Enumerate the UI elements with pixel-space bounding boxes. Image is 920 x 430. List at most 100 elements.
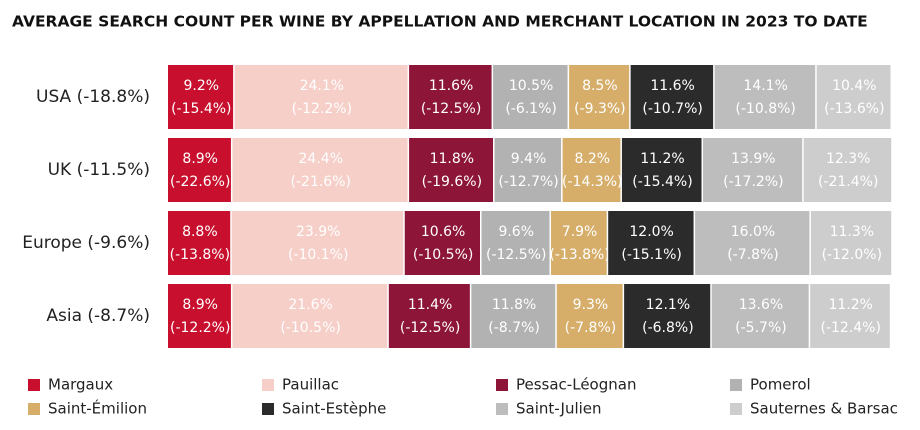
bar-segment xyxy=(550,211,607,275)
bar-segment xyxy=(816,65,891,129)
value-label: 21.6% xyxy=(288,297,332,313)
value-label: 10.4% xyxy=(832,78,876,94)
change-label: (-21.6%) xyxy=(291,174,351,190)
legend-swatch xyxy=(262,403,274,415)
change-label: (-12.2%) xyxy=(292,101,352,117)
bar-segment xyxy=(714,65,816,129)
bar-segment xyxy=(404,211,480,275)
value-label: 11.2% xyxy=(828,297,872,313)
value-label: 11.6% xyxy=(429,78,473,94)
legend-swatch xyxy=(730,379,742,391)
legend-swatch xyxy=(262,379,274,391)
value-label: 14.1% xyxy=(743,78,787,94)
value-label: 8.9% xyxy=(182,297,218,313)
value-label: 16.0% xyxy=(731,224,775,240)
change-label: (-13.8%) xyxy=(549,247,609,263)
change-label: (-6.1%) xyxy=(505,101,557,117)
bar-segment xyxy=(562,138,621,202)
bar-segment xyxy=(168,211,231,275)
change-label: (-12.0%) xyxy=(822,247,882,263)
value-label: 24.4% xyxy=(299,151,343,167)
value-label: 13.6% xyxy=(739,297,783,313)
value-label: 11.6% xyxy=(650,78,694,94)
change-label: (-21.4%) xyxy=(818,174,878,190)
change-label: (-10.5%) xyxy=(280,320,340,336)
value-label: 10.6% xyxy=(421,224,465,240)
change-label: (-6.8%) xyxy=(642,320,694,336)
value-label: 9.4% xyxy=(511,151,547,167)
change-label: (-7.8%) xyxy=(727,247,779,263)
legend-label: Saint-Estèphe xyxy=(282,400,386,418)
change-label: (-22.6%) xyxy=(170,174,230,190)
value-label: 11.2% xyxy=(640,151,684,167)
bar-segment xyxy=(556,284,623,348)
bar-segment xyxy=(481,211,550,275)
legend-swatch xyxy=(496,403,508,415)
bar-segment xyxy=(703,138,803,202)
bar-segment xyxy=(608,211,694,275)
bar-segment xyxy=(810,284,890,348)
change-label: (-12.4%) xyxy=(821,320,881,336)
bar-segment xyxy=(810,211,892,275)
bar-segment xyxy=(168,284,231,348)
bar-segment xyxy=(409,65,492,129)
legend-label: Saint-Émilion xyxy=(48,399,147,418)
legend-label: Pauillac xyxy=(282,376,339,394)
change-label: (-12.5%) xyxy=(486,247,546,263)
change-label: (-12.7%) xyxy=(498,174,558,190)
change-label: (-15.1%) xyxy=(621,247,681,263)
change-label: (-14.3%) xyxy=(562,174,622,190)
legend-label: Pomerol xyxy=(750,376,811,394)
legend-swatch xyxy=(28,379,40,391)
change-label: (-10.7%) xyxy=(642,101,702,117)
category-label: UK (-11.5%) xyxy=(48,160,150,180)
legend-swatch xyxy=(496,379,508,391)
value-label: 12.1% xyxy=(646,297,690,313)
value-label: 11.8% xyxy=(492,297,536,313)
change-label: (-10.5%) xyxy=(413,247,473,263)
change-label: (-12.5%) xyxy=(421,101,481,117)
change-label: (-12.5%) xyxy=(400,320,460,336)
value-label: 11.8% xyxy=(430,151,474,167)
bar-segment xyxy=(621,138,702,202)
value-label: 8.9% xyxy=(182,151,218,167)
change-label: (-5.7%) xyxy=(735,320,787,336)
change-label: (-10.8%) xyxy=(735,101,795,117)
category-label: Asia (-8.7%) xyxy=(46,306,150,326)
value-label: 9.6% xyxy=(498,224,534,240)
value-label: 7.9% xyxy=(562,224,598,240)
value-label: 11.4% xyxy=(408,297,452,313)
change-label: (-13.8%) xyxy=(170,247,230,263)
change-label: (-10.1%) xyxy=(288,247,348,263)
value-label: 23.9% xyxy=(296,224,340,240)
bar-segment xyxy=(388,284,470,348)
bar-segment xyxy=(409,138,494,202)
value-label: 9.3% xyxy=(573,297,609,313)
change-label: (-12.2%) xyxy=(170,320,230,336)
legend-swatch xyxy=(28,403,40,415)
change-label: (-15.4%) xyxy=(632,174,692,190)
value-label: 8.2% xyxy=(574,151,610,167)
category-label: USA (-18.8%) xyxy=(36,87,150,107)
change-label: (-19.6%) xyxy=(422,174,482,190)
value-label: 9.2% xyxy=(184,78,220,94)
bar-segment xyxy=(234,65,408,129)
chart-title: AVERAGE SEARCH COUNT PER WINE BY APPELLA… xyxy=(12,13,868,31)
category-label: Europe (-9.6%) xyxy=(22,233,150,253)
value-label: 11.3% xyxy=(830,224,874,240)
legend-swatch xyxy=(730,403,742,415)
value-label: 12.3% xyxy=(826,151,870,167)
legend-label: Pessac-Léognan xyxy=(516,376,636,394)
legend-label: Margaux xyxy=(48,376,113,394)
change-label: (-8.7%) xyxy=(488,320,540,336)
bar-segment xyxy=(232,284,388,348)
change-label: (-15.4%) xyxy=(171,101,231,117)
value-label: 8.8% xyxy=(182,224,218,240)
value-label: 12.0% xyxy=(629,224,673,240)
legend-label: Sauternes & Barsac xyxy=(750,400,898,418)
change-label: (-7.8%) xyxy=(565,320,617,336)
value-label: 10.5% xyxy=(509,78,553,94)
bar-segment xyxy=(493,65,568,129)
bar-segment xyxy=(630,65,714,129)
